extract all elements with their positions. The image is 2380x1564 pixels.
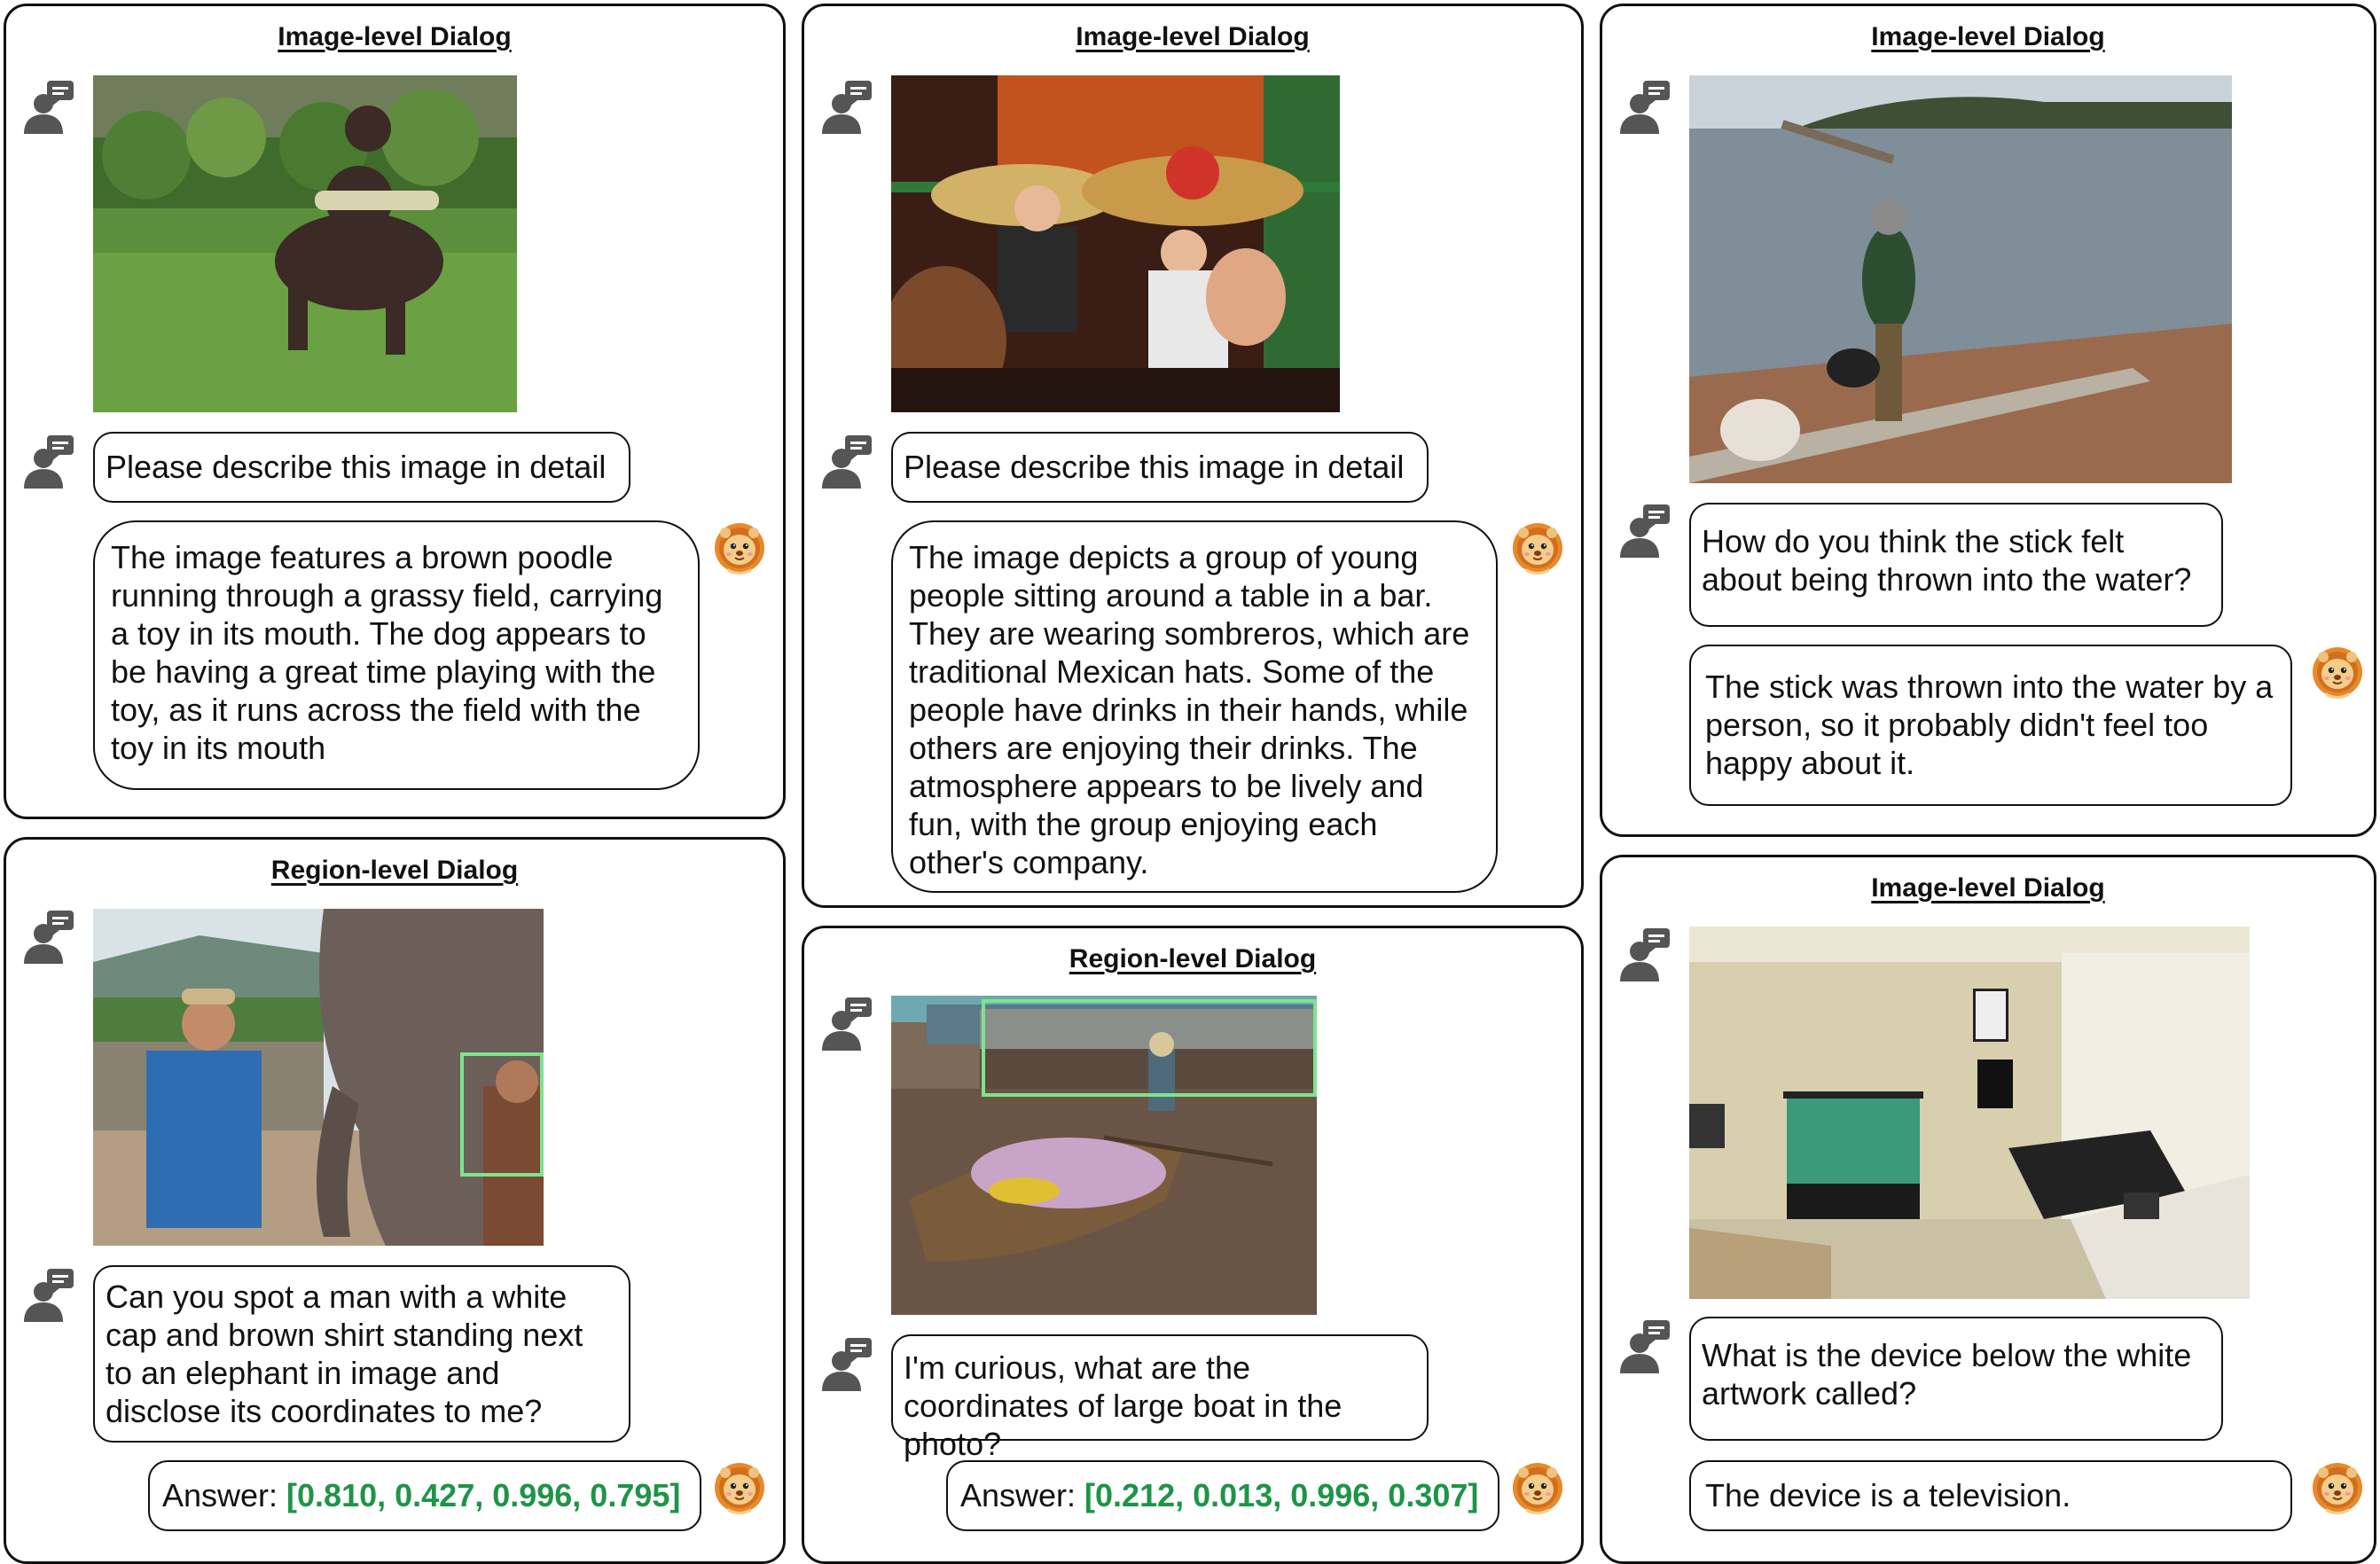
panel-title: Region-level Dialog xyxy=(270,856,519,885)
assistant-answer-bubble: The image depicts a group of young peopl… xyxy=(891,520,1498,893)
panel-title: Image-level Dialog xyxy=(1871,22,2105,51)
panel-title: Image-level Dialog xyxy=(278,22,512,51)
assistant-answer-bubble: The device is a television. xyxy=(1689,1460,2292,1531)
user-question-bubble: Please describe this image in detail xyxy=(891,432,1429,503)
living-room-photo xyxy=(1689,927,2250,1299)
lion-avatar-icon xyxy=(712,520,767,575)
user-chat-icon xyxy=(22,1267,75,1324)
panel-title: Image-level Dialog xyxy=(1871,873,2105,903)
panel-title: Image-level Dialog xyxy=(1076,22,1310,51)
user-chat-icon xyxy=(22,434,75,490)
answer-coordinates: [0.810, 0.427, 0.996, 0.795] xyxy=(286,1477,681,1513)
user-chat-icon xyxy=(820,1336,873,1393)
user-chat-icon xyxy=(1618,927,1671,983)
user-chat-icon xyxy=(820,996,873,1052)
user-chat-icon xyxy=(1618,503,1671,559)
panel-image-dialog-bar: Image-level Dialog Please describe this … xyxy=(802,4,1584,908)
answer-label: Answer: xyxy=(960,1477,1085,1513)
lion-avatar-icon xyxy=(2310,1460,2365,1515)
user-chat-icon xyxy=(820,434,873,490)
user-question-bubble: Can you spot a man with a white cap and … xyxy=(93,1265,630,1443)
user-question-bubble: I'm curious, what are the coordinates of… xyxy=(891,1334,1429,1462)
lion-avatar-icon xyxy=(1510,1460,1565,1515)
assistant-answer-bubble: Answer: [0.810, 0.427, 0.996, 0.795] xyxy=(148,1460,701,1531)
lion-avatar-icon xyxy=(2310,645,2365,700)
region-bounding-box xyxy=(460,1052,544,1177)
elephant-photo xyxy=(93,909,544,1246)
panel-region-dialog-boat: Region-level Dialog I'm curious, what ar… xyxy=(802,926,1584,1564)
user-chat-icon xyxy=(1618,79,1671,136)
user-question-bubble: Please describe this image in detail xyxy=(93,432,630,503)
lion-avatar-icon xyxy=(712,1460,767,1515)
user-chat-icon xyxy=(22,79,75,136)
user-chat-icon xyxy=(1618,1318,1671,1375)
assistant-answer-bubble: Answer: [0.212, 0.013, 0.996, 0.307] xyxy=(946,1460,1499,1531)
lion-avatar-icon xyxy=(1510,520,1565,575)
assistant-answer-bubble: The stick was thrown into the water by a… xyxy=(1689,645,2292,806)
panel-image-dialog-poodle: Image-level Dialog Please describe this … xyxy=(4,4,786,819)
poodle-photo xyxy=(93,75,517,412)
user-question-bubble: What is the device below the white artwo… xyxy=(1689,1317,2223,1441)
panel-region-dialog-elephant: Region-level Dialog Can you spot a man w… xyxy=(4,837,786,1564)
panel-title: Region-level Dialog xyxy=(1069,944,1317,974)
panel-image-dialog-stick: Image-level Dialog How do you think the … xyxy=(1600,4,2376,837)
region-bounding-box xyxy=(982,999,1317,1097)
answer-coordinates: [0.212, 0.013, 0.996, 0.307] xyxy=(1084,1477,1479,1513)
user-chat-icon xyxy=(22,909,75,966)
sombrero-bar-photo xyxy=(891,75,1340,412)
lake-stick-photo xyxy=(1689,75,2232,483)
panel-image-dialog-room: Image-level Dialog What is the device be… xyxy=(1600,855,2376,1564)
answer-label: Answer: xyxy=(162,1477,287,1513)
user-chat-icon xyxy=(820,79,873,136)
user-question-bubble: How do you think the stick felt about be… xyxy=(1689,503,2223,627)
assistant-answer-bubble: The image features a brown poodle runnin… xyxy=(93,520,700,790)
